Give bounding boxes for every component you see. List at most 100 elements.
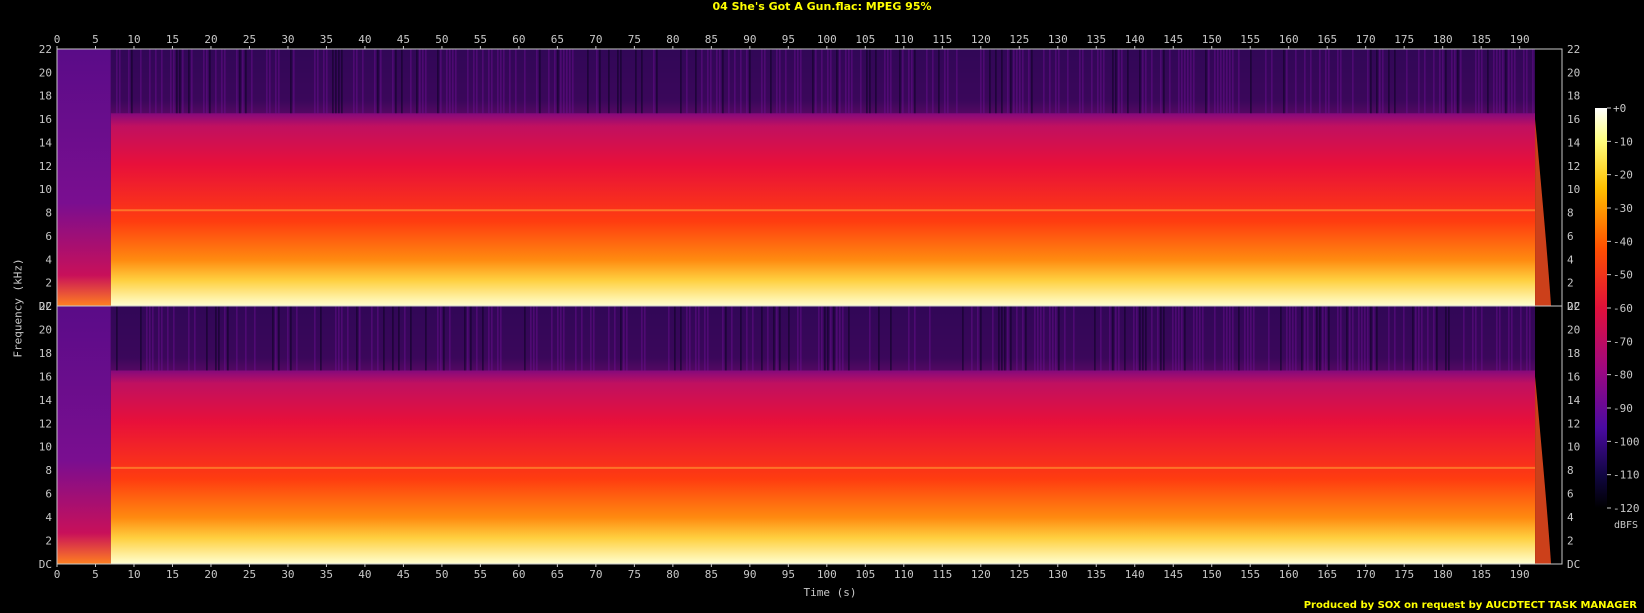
x-tick-label-top: 15 [166,33,179,46]
y-tick-label-left: 14 [39,394,53,407]
x-tick-label-bottom: 95 [782,568,795,581]
y-tick-label-right: 16 [1567,370,1580,383]
y-tick-label-left: 6 [45,488,52,501]
x-tick-label-top: 140 [1125,33,1145,46]
x-tick-label-top: 25 [243,33,256,46]
x-tick-label-bottom: 20 [204,568,217,581]
y-tick-label-right: 6 [1567,488,1574,501]
y-tick-label-right: 20 [1567,66,1580,79]
x-tick-label-bottom: 70 [589,568,602,581]
x-tick-label-bottom: 185 [1471,568,1491,581]
x-tick-label-top: 125 [1009,33,1029,46]
x-tick-label-top: 155 [1240,33,1260,46]
colorbar-tick-label: -70 [1613,335,1633,348]
x-tick-label-bottom: 45 [397,568,410,581]
colorbar-tick-label: +0 [1613,102,1626,115]
y-tick-label-left: 18 [39,90,52,103]
x-tick-label-bottom: 55 [474,568,487,581]
x-tick-label-bottom: 130 [1048,568,1068,581]
x-tick-label-top: 35 [320,33,333,46]
x-tick-label-top: 135 [1086,33,1106,46]
x-tick-label-top: 115 [932,33,952,46]
x-tick-label-top: 110 [894,33,914,46]
x-tick-label-bottom: 105 [855,568,875,581]
above-cutoff-band [110,306,1536,371]
y-tick-label-right: 2 [1567,277,1574,290]
x-tick-label-bottom: 90 [743,568,756,581]
x-tick-label-bottom: 125 [1009,568,1029,581]
colorbar-tick-label: -80 [1613,369,1633,382]
colorbar-tick-label: -40 [1613,235,1633,248]
colorbar-tick-label: -90 [1613,402,1633,415]
y-tick-label-left: 4 [45,253,52,266]
x-tick-label-bottom: 160 [1279,568,1299,581]
chart-title: 04 She's Got A Gun.flac: MPEG 95% [712,0,932,13]
x-tick-label-top: 45 [397,33,410,46]
colorbar-tick-label: -110 [1613,469,1640,482]
y-tick-label-left: 12 [39,160,52,173]
x-tick-label-bottom: 120 [971,568,991,581]
y-tick-label-left: 4 [45,511,52,524]
x-tick-label-top: 100 [817,33,837,46]
y-tick-label-left: 20 [39,66,52,79]
x-tick-label-top: 70 [589,33,602,46]
x-tick-label-top: 80 [666,33,679,46]
x-tick-label-bottom: 145 [1163,568,1183,581]
x-tick-label-bottom: 110 [894,568,914,581]
x-tick-label-top: 185 [1471,33,1491,46]
x-tick-label-top: 40 [358,33,371,46]
channel-panel-2 [56,305,1563,565]
x-tick-label-bottom: 85 [705,568,718,581]
y-tick-label-right: 14 [1567,394,1581,407]
y-tick-label-left: 10 [39,183,52,196]
channel-panel-1 [56,48,1563,307]
x-tick-label-bottom: 60 [512,568,525,581]
streaks [116,306,1531,371]
colorbar-tick-label: -120 [1613,502,1640,515]
y-tick-label-right: 20 [1567,323,1580,336]
y-tick-label-right: 10 [1567,441,1580,454]
footer-credit: Produced by SOX on request by AUCDTECT T… [1303,600,1637,611]
x-tick-label-bottom: 50 [435,568,448,581]
colorbar-tick-label: -60 [1613,302,1633,315]
y-tick-label-right: 4 [1567,253,1574,266]
y-tick-label-left: 16 [39,370,52,383]
y-tick-label-right: DC [1567,558,1580,571]
y-tick-label-left: 20 [39,323,52,336]
x-tick-label-bottom: 150 [1202,568,1222,581]
y-tick-label-right: 6 [1567,230,1574,243]
intro-region [57,49,111,306]
y-tick-label-left: 6 [45,230,52,243]
y-tick-label-right: 18 [1567,347,1580,360]
y-tick-label-right: 10 [1567,183,1580,196]
x-tick-label-top: 55 [474,33,487,46]
y-tick-label-left: 16 [39,113,52,126]
y-tick-label-left: DC [39,558,52,571]
x-tick-label-bottom: 40 [358,568,371,581]
x-tick-label-top: 160 [1279,33,1299,46]
x-tick-label-bottom: 175 [1394,568,1414,581]
x-tick-label-top: 0 [54,33,61,46]
x-tick-label-top: 190 [1510,33,1530,46]
x-tick-label-bottom: 190 [1510,568,1530,581]
y-tick-label-left: 12 [39,417,52,430]
x-tick-label-top: 175 [1394,33,1414,46]
y-axis-label: Frequency (kHz) [11,258,25,358]
colorbar [1595,108,1607,508]
y-tick-label-left: 2 [45,277,52,290]
x-tick-label-bottom: 10 [127,568,140,581]
x-tick-label-top: 165 [1317,33,1337,46]
x-tick-label-bottom: 75 [628,568,641,581]
x-tick-label-top: 95 [782,33,795,46]
y-tick-label-left: DC [39,300,52,313]
colorbar-tick-label: -20 [1613,169,1633,182]
y-tick-label-right: 18 [1567,90,1580,103]
y-tick-label-right: 2 [1567,535,1574,548]
y-tick-label-right: 8 [1567,464,1574,477]
colorbar-tick-label: -100 [1613,435,1640,448]
y-tick-label-right: 12 [1567,417,1580,430]
x-tick-label-top: 85 [705,33,718,46]
y-tick-label-left: 8 [45,207,52,220]
x-tick-label-bottom: 25 [243,568,256,581]
above-cutoff-band [110,49,1536,114]
